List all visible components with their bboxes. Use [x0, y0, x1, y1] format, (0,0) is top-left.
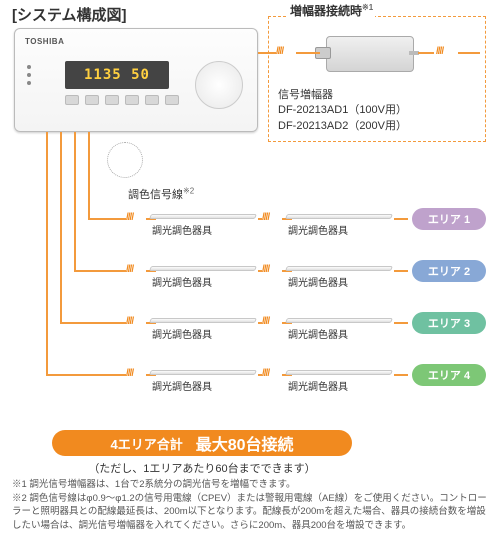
wire-trunk — [88, 132, 90, 218]
controller-dial — [195, 61, 243, 109]
diagram-title: [システム構成図] — [12, 4, 127, 25]
wire-segment — [418, 52, 434, 54]
fixture-tube-icon — [285, 266, 393, 271]
fixture-label: 調光調色器具 — [152, 274, 212, 289]
summary-sub: （ただし、1エリアあたり60台までできます） — [52, 460, 352, 476]
controller-panel: TOSHIBA 1135 50 — [14, 28, 258, 132]
wire-segment — [74, 270, 126, 272]
fixture-tube-icon — [285, 370, 393, 375]
fixture-label: 調光調色器具 — [152, 222, 212, 237]
amplifier-heading: 増幅器接続時※1 — [288, 2, 375, 19]
summary-bar: 4エリア合計 最大80台接続 — [52, 430, 352, 456]
wire-segment — [458, 52, 480, 54]
wire-segment — [394, 322, 408, 324]
wire-trunk — [46, 132, 48, 374]
controller-indicator-dots — [27, 65, 31, 85]
fixture: 調光調色器具 — [150, 360, 256, 380]
wire-segment — [46, 374, 126, 376]
wire-segment — [258, 52, 276, 54]
wire-slashes: //// — [126, 368, 133, 379]
wire-slashes: //// — [262, 264, 269, 275]
wire-slashes: //// — [436, 46, 443, 57]
wire-slashes: //// — [126, 212, 133, 223]
wire-slashes: //// — [276, 46, 283, 57]
amplifier-model-labels: 信号増幅器 DF-20213AD1（100V用） DF-20213AD2（200… — [278, 88, 407, 134]
controller-display: 1135 50 — [65, 61, 169, 89]
fixture: 調光調色器具 — [286, 256, 392, 276]
wire-segment — [88, 218, 126, 220]
footnote-2: ※2 調色信号線はφ0.9～φ1.2の信号用電線（CPEV）または警報用電線（A… — [12, 492, 488, 532]
controller-display-value: 1135 50 — [84, 67, 150, 83]
fixture-label: 調光調色器具 — [288, 326, 348, 341]
wire-junction-circle — [107, 142, 143, 178]
controller-buttons — [65, 95, 179, 105]
wire-trunk — [74, 132, 76, 270]
fixture-label: 調光調色器具 — [288, 274, 348, 289]
wire-segment — [296, 52, 320, 54]
wire-slashes: //// — [262, 316, 269, 327]
wire-slashes: //// — [262, 368, 269, 379]
wire-segment — [394, 270, 408, 272]
wire-slashes: //// — [126, 316, 133, 327]
area-badge: エリア 2 — [412, 260, 486, 282]
amplifier-unit-illustration — [326, 36, 414, 80]
fixture-label: 調光調色器具 — [288, 378, 348, 393]
fixture: 調光調色器具 — [286, 360, 392, 380]
fixture: 調光調色器具 — [150, 308, 256, 328]
fixture: 調光調色器具 — [286, 204, 392, 224]
area-badge: エリア 1 — [412, 208, 486, 230]
wire-slashes: //// — [262, 212, 269, 223]
signal-line-label: 調色信号線※2 — [128, 186, 194, 202]
wire-trunk — [60, 132, 62, 322]
wire-slashes: //// — [126, 264, 133, 275]
footnote-1: ※1 調光信号増幅器は、1台で2系統分の調光信号を増幅できます。 — [12, 478, 488, 491]
fixture-tube-icon — [149, 318, 257, 323]
area-badge: エリア 3 — [412, 312, 486, 334]
fixture: 調光調色器具 — [150, 256, 256, 276]
fixture-tube-icon — [285, 214, 393, 219]
fixture-tube-icon — [149, 266, 257, 271]
fixture: 調光調色器具 — [150, 204, 256, 224]
fixture-tube-icon — [149, 370, 257, 375]
area-badge: エリア 4 — [412, 364, 486, 386]
controller-brand: TOSHIBA — [25, 37, 64, 46]
fixture-tube-icon — [285, 318, 393, 323]
wire-segment — [394, 218, 408, 220]
fixture-label: 調光調色器具 — [152, 326, 212, 341]
fixture-tube-icon — [149, 214, 257, 219]
wire-segment — [60, 322, 126, 324]
fixture-label: 調光調色器具 — [288, 222, 348, 237]
wire-segment — [394, 374, 408, 376]
fixture-label: 調光調色器具 — [152, 378, 212, 393]
fixture: 調光調色器具 — [286, 308, 392, 328]
